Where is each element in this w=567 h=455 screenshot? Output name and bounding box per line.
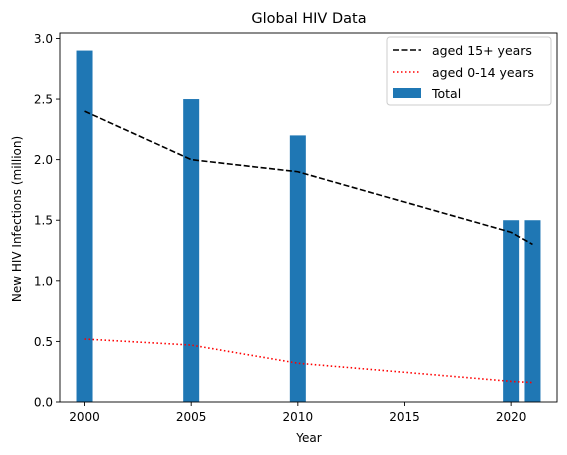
y-tick-label-4: 2.0 <box>34 153 53 167</box>
bars-layer <box>76 50 541 402</box>
legend-label-line-1: aged 15+ years <box>432 43 532 58</box>
bar-total-2005 <box>183 99 200 402</box>
y-tick-label-2: 1.0 <box>34 274 53 288</box>
axes: 2000 2005 2010 2015 2020 0.0 0.5 1.0 1.5 2.0 2.5 3.… <box>34 32 558 424</box>
x-tick-label-2020: 2020 <box>496 410 527 424</box>
plot-frame <box>59 32 558 403</box>
y-tick-label-3: 1.5 <box>34 214 53 228</box>
x-axis-label: Year <box>295 431 321 445</box>
bar-total-2000 <box>76 50 93 402</box>
x-tick-label-2000: 2000 <box>69 410 100 424</box>
x-tick-label-2015: 2015 <box>389 410 420 424</box>
legend-label-bar: Total <box>431 86 461 101</box>
legend-label-line-2: aged 0-14 years <box>432 65 534 80</box>
bar-total-2020 <box>503 220 520 402</box>
line-series-2 <box>84 338 533 384</box>
bar-total-2010 <box>289 135 306 402</box>
y-tick-label-1: 0.5 <box>34 335 53 349</box>
legend-swatch-bar <box>393 88 421 98</box>
bar-total-2021 <box>524 220 541 402</box>
lines-layer <box>84 110 533 384</box>
line-series-1 <box>84 110 533 246</box>
legend-frame <box>386 36 552 106</box>
legend: aged 15+ years aged 0-14 years Total <box>386 36 552 106</box>
x-tick-label-2010: 2010 <box>283 410 314 424</box>
y-axis-label: New HIV Infections (million) <box>10 136 24 302</box>
y-tick-label-5: 2.5 <box>34 93 53 107</box>
y-tick-label-0: 0.0 <box>34 396 53 410</box>
chart-title: Global HIV Data <box>251 11 366 27</box>
y-tick-label-6: 3.0 <box>34 32 53 46</box>
x-tick-label-2005: 2005 <box>176 410 207 424</box>
